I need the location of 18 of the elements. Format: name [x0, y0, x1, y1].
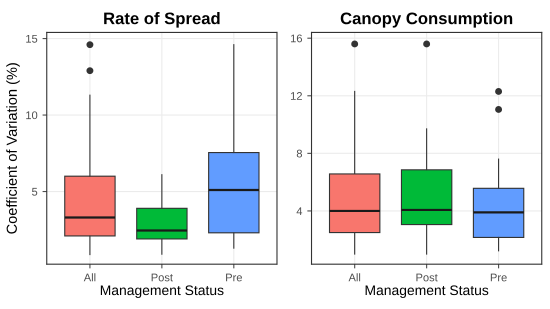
chart-title: Rate of Spread [104, 12, 220, 28]
y-tick-label: 5 [32, 188, 38, 196]
chart-title: Canopy Consumption [340, 12, 512, 28]
y-tick-label: 4 [296, 207, 302, 215]
x-tick-label: Pre [490, 274, 507, 282]
y-axis-title: Coefficient of Variation (%) [6, 63, 20, 234]
y-tick-label: 12 [290, 92, 302, 100]
x-tick-label: All [84, 273, 96, 282]
x-axis-title: Management Status [366, 285, 488, 298]
x-tick-label: Pre [226, 274, 242, 282]
y-tick-label: 8 [296, 150, 302, 158]
y-tick-label: 16 [290, 34, 302, 42]
x-tick-label: Post [416, 274, 438, 282]
x-axis-title: Management Status [100, 285, 224, 298]
x-tick-label: Post [152, 274, 173, 282]
y-tick-label: 10 [26, 111, 38, 120]
y-tick-label: 15 [26, 34, 38, 43]
x-tick-label: All [348, 273, 360, 282]
